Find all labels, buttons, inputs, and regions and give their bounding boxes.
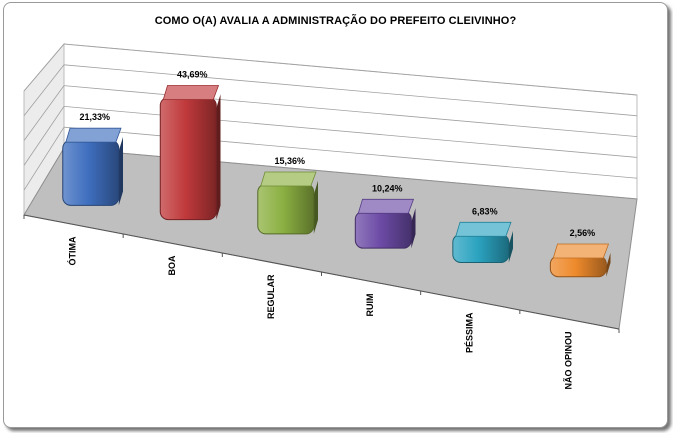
bar-front [549, 255, 607, 278]
bar-top [455, 221, 512, 237]
gridline [23, 64, 65, 117]
data-label: 2,56% [570, 228, 596, 238]
gridline [63, 64, 638, 117]
gridline [23, 85, 65, 141]
bar-front [354, 210, 412, 249]
bar-top [260, 171, 317, 187]
bar-front [452, 233, 510, 263]
bar-top [552, 243, 610, 259]
bar-regular [257, 171, 318, 235]
bar-front [257, 183, 315, 235]
chart-title: COMO O(A) AVALIA A ADMINISTRAÇÃO DO PREF… [154, 15, 517, 27]
bar-boa [159, 85, 221, 221]
bars [62, 85, 611, 278]
data-labels: 21,33% 43,69% 15,36% 10,24% 6,83% 2,56% [79, 69, 595, 238]
category-label: NÃO OPINOU [563, 332, 573, 390]
data-label: 21,33% [79, 112, 110, 122]
gridline [63, 43, 638, 96]
bar-front [62, 139, 120, 206]
gridline [23, 43, 65, 92]
bar-top [162, 85, 220, 100]
bar-front [159, 96, 217, 221]
gridlines [23, 43, 638, 191]
gridline [23, 106, 65, 166]
data-label: 43,69% [177, 69, 208, 79]
bar-top [357, 198, 415, 214]
category-label: PÉSSIMA [464, 312, 474, 353]
data-label: 6,83% [472, 206, 498, 216]
bar-p-ssima [452, 221, 513, 263]
bar--tima [62, 127, 123, 206]
bar-n-o-opinou [549, 243, 611, 278]
category-label: ÓTIMA [67, 236, 78, 265]
chart-plot: 21,33% 43,69% 15,36% 10,24% 6,83% 2,56% ÓTIMA… [23, 42, 638, 390]
category-tick-labels: ÓTIMA BOA REGULAR RUIM PÉSSIMA NÃO OPINOU [67, 236, 574, 390]
category-label: BOA [167, 255, 177, 276]
data-label: 15,36% [275, 156, 306, 166]
chart-frame: COMO O(A) AVALIA A ADMINISTRAÇÃO DO PREF… [3, 2, 668, 428]
gridline [63, 106, 638, 158]
bar-top [65, 127, 122, 143]
gridline [23, 126, 65, 191]
category-label: REGULAR [266, 274, 276, 319]
gridline [63, 85, 638, 137]
gridline [63, 126, 638, 179]
data-label: 10,24% [372, 183, 403, 193]
bar-ruim [354, 198, 416, 249]
category-label: RUIM [365, 294, 375, 317]
